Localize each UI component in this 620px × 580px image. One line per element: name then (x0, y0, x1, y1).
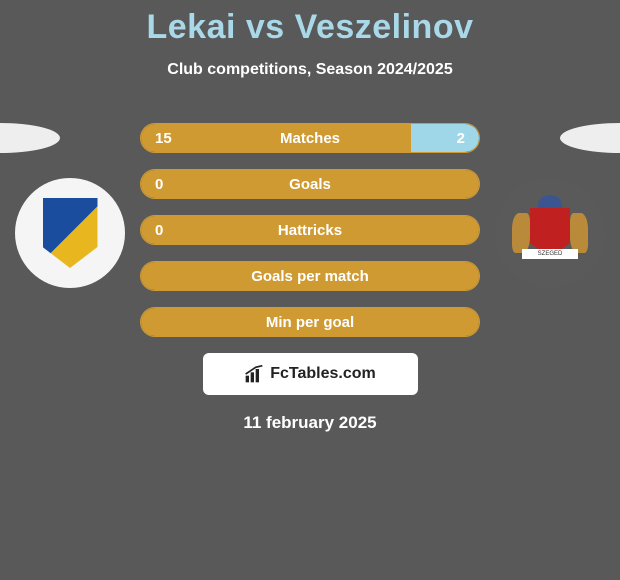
team-left-crest (15, 178, 125, 288)
stat-fill-left (141, 124, 411, 152)
stats-container: 15 Matches 2 0 Goals 0 Hattricks Goals p… (140, 123, 480, 433)
chart-icon (244, 364, 264, 384)
page-subtitle: Club competitions, Season 2024/2025 (0, 61, 620, 79)
stat-value-right: 2 (457, 130, 465, 147)
stat-value-left: 15 (155, 130, 172, 147)
brand-label: FcTables.com (270, 365, 376, 383)
stat-label: Goals per match (251, 268, 369, 285)
bg-ellipse-right (560, 123, 620, 153)
stat-label: Min per goal (266, 314, 354, 331)
stat-label: Goals (289, 176, 331, 193)
stat-value-left: 0 (155, 222, 163, 239)
date-label: 11 february 2025 (140, 413, 480, 433)
shield-icon: SZEGED (510, 193, 590, 273)
team-right-crest: SZEGED (495, 178, 605, 288)
stat-row-hattricks: 0 Hattricks (140, 215, 480, 245)
stat-row-goals: 0 Goals (140, 169, 480, 199)
shield-icon (43, 198, 98, 268)
page-title: Lekai vs Veszelinov (0, 0, 620, 47)
stat-label: Matches (280, 130, 340, 147)
stat-row-matches: 15 Matches 2 (140, 123, 480, 153)
stat-label: Hattricks (278, 222, 342, 239)
stat-row-min-per-goal: Min per goal (140, 307, 480, 337)
stat-fill-right (411, 124, 479, 152)
bg-ellipse-left (0, 123, 60, 153)
brand-link[interactable]: FcTables.com (203, 353, 418, 395)
stat-value-left: 0 (155, 176, 163, 193)
stat-row-goals-per-match: Goals per match (140, 261, 480, 291)
crest-banner: SZEGED (522, 249, 578, 259)
